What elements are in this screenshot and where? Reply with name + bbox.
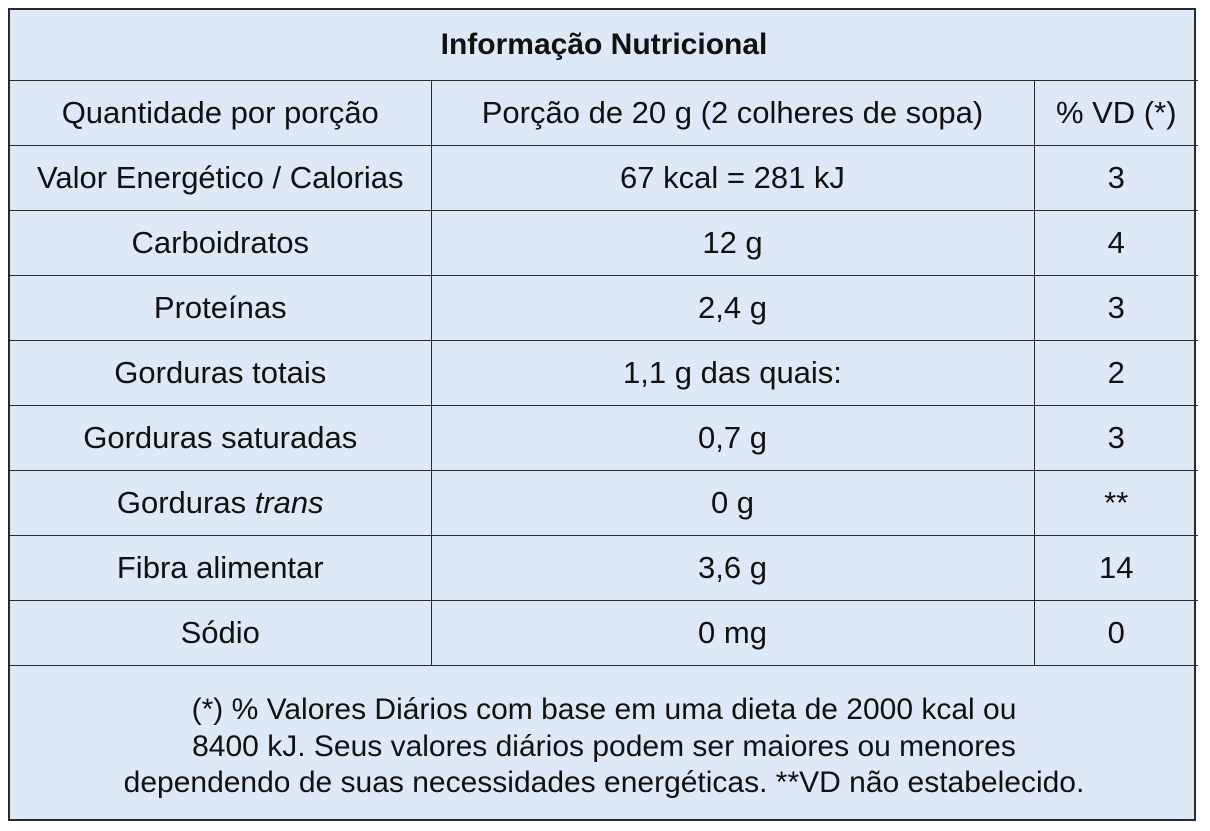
nutrient-amount: 3,6 g — [430, 535, 1035, 601]
table-title: Informação Nutricional — [10, 10, 1198, 81]
table-row: Carboidratos 12 g 4 — [10, 210, 1198, 276]
nutrient-vd: 3 — [1033, 145, 1198, 211]
table-row: Valor Energético / Calorias 67 kcal = 28… — [10, 145, 1198, 211]
table-row: Proteínas 2,4 g 3 — [10, 275, 1198, 341]
header-quantity: Quantidade por porção — [10, 80, 432, 146]
footnote: (*) % Valores Diários com base em uma di… — [10, 665, 1198, 828]
nutrient-label: Sódio — [10, 600, 432, 666]
table-row: Fibra alimentar 3,6 g 14 — [10, 535, 1198, 601]
footnote-row: (*) % Valores Diários com base em uma di… — [10, 665, 1198, 828]
nutrient-label: Proteínas — [10, 275, 432, 341]
nutrient-vd: 14 — [1033, 535, 1198, 601]
footnote-line: dependendo de suas necessidades energéti… — [123, 766, 1085, 800]
table-row: Gorduras trans 0 g ** — [10, 470, 1198, 536]
nutrient-vd: ** — [1033, 470, 1198, 536]
nutrient-amount: 0 mg — [430, 600, 1035, 666]
table-row: Sódio 0 mg 0 — [10, 600, 1198, 666]
nutrient-label: Valor Energético / Calorias — [10, 145, 432, 211]
table-row: Gorduras saturadas 0,7 g 3 — [10, 405, 1198, 471]
title-row: Informação Nutricional — [10, 10, 1198, 81]
nutrition-table: Informação Nutricional Quantidade por po… — [10, 10, 1198, 828]
nutrient-vd: 0 — [1033, 600, 1198, 666]
nutrient-vd: 4 — [1033, 210, 1198, 276]
nutrient-amount: 1,1 g das quais: — [430, 340, 1035, 406]
nutrient-label-italic: trans — [254, 485, 324, 521]
nutrient-label: Gorduras saturadas — [10, 405, 432, 471]
nutrient-vd: 2 — [1033, 340, 1198, 406]
nutrient-amount: 0,7 g — [430, 405, 1035, 471]
header-portion: Porção de 20 g (2 colheres de sopa) — [430, 80, 1035, 146]
table-row: Gorduras totais 1,1 g das quais: 2 — [10, 340, 1198, 406]
header-row: Quantidade por porção Porção de 20 g (2 … — [10, 80, 1198, 146]
nutrient-label-prefix: Gorduras — [116, 485, 247, 521]
footnote-line: 8400 kJ. Seus valores diários podem ser … — [192, 729, 1016, 763]
nutrient-vd: 3 — [1033, 275, 1198, 341]
header-daily-value: % VD (*) — [1033, 80, 1198, 146]
nutrient-amount: 12 g — [430, 210, 1035, 276]
nutrient-label: Gorduras totais — [10, 340, 432, 406]
nutrient-label: Gorduras trans — [10, 470, 432, 536]
nutrient-label: Carboidratos — [10, 210, 432, 276]
nutrient-amount: 0 g — [430, 470, 1035, 536]
nutrient-amount: 67 kcal = 281 kJ — [430, 145, 1035, 211]
footnote-line: (*) % Valores Diários com base em uma di… — [191, 693, 1017, 727]
nutrition-facts-table: Informação Nutricional Quantidade por po… — [8, 8, 1198, 828]
nutrient-vd: 3 — [1033, 405, 1198, 471]
nutrient-amount: 2,4 g — [430, 275, 1035, 341]
nutrient-label: Fibra alimentar — [10, 535, 432, 601]
